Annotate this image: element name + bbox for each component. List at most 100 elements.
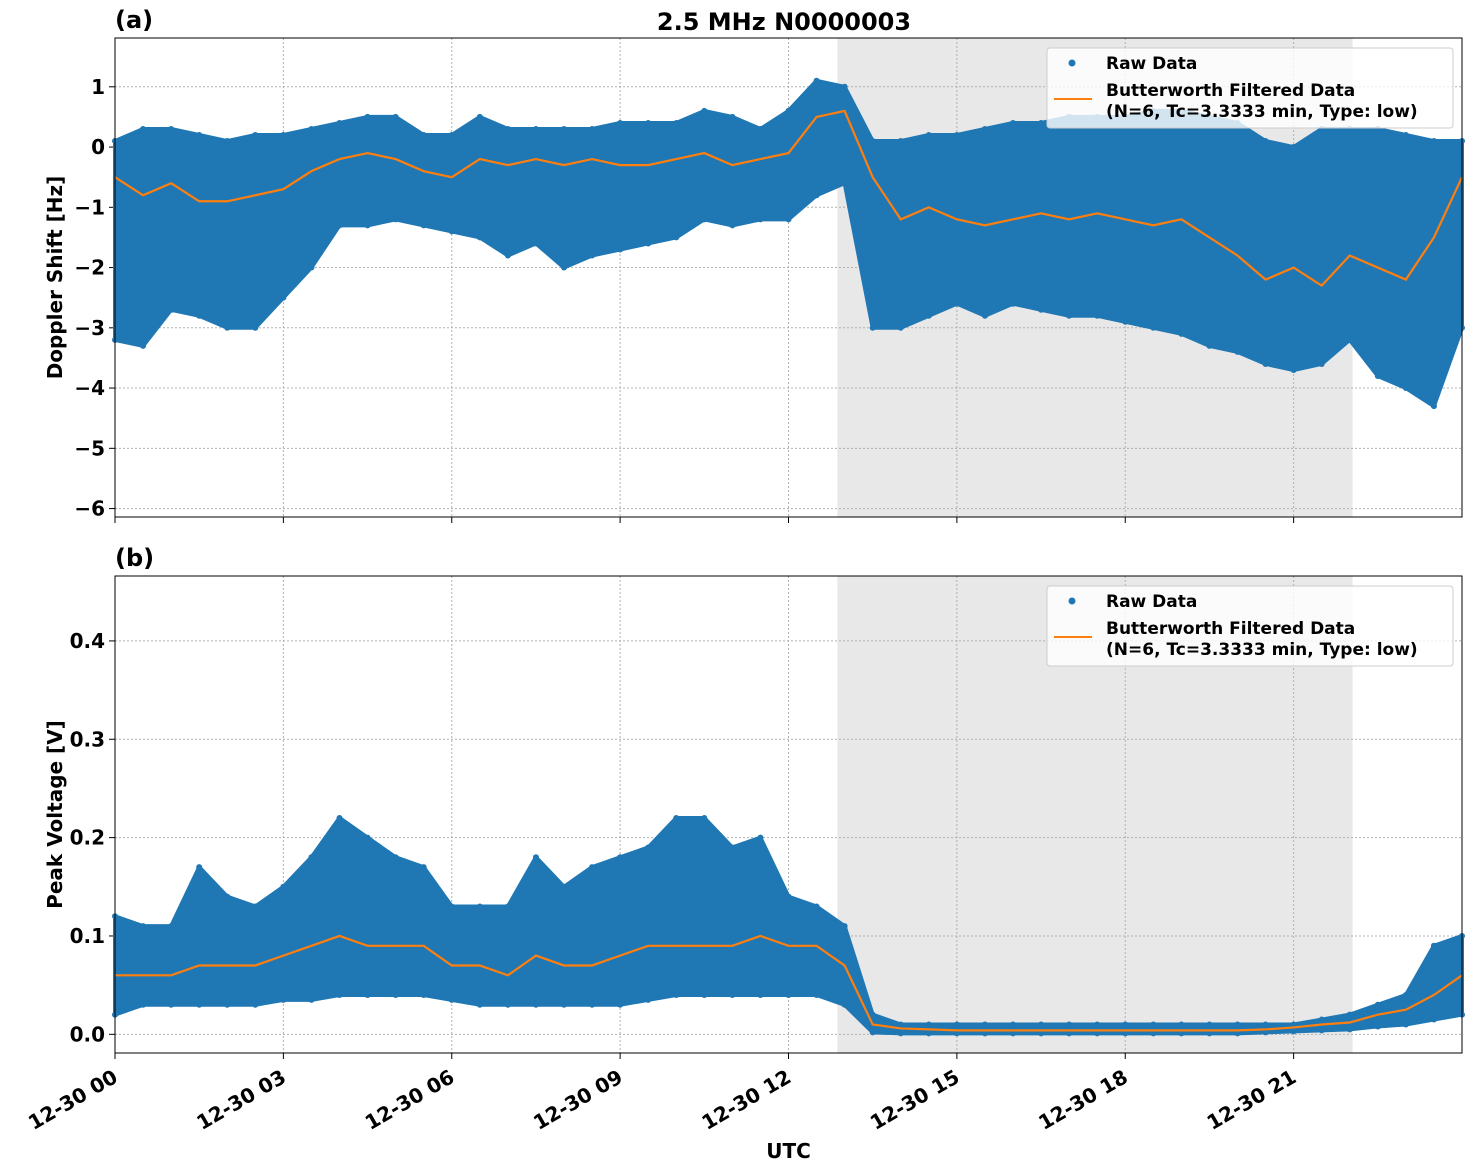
x-tick-label: 12-30 09 [529, 1065, 627, 1135]
raw-data-point [1094, 1021, 1101, 1028]
raw-data-point [504, 252, 511, 259]
raw-data-point [841, 180, 848, 187]
panel-label: (a) [115, 6, 153, 34]
raw-data-point [140, 1001, 147, 1008]
raw-data-point [645, 240, 652, 247]
raw-data-point [280, 996, 287, 1003]
raw-data-point [280, 132, 287, 139]
raw-data-point [1430, 1016, 1437, 1023]
raw-data-point [1010, 1030, 1016, 1037]
raw-data-point [308, 264, 315, 271]
raw-data-point [1122, 318, 1129, 325]
raw-data-point [729, 991, 736, 998]
raw-data-point [1038, 306, 1045, 313]
raw-data-point [448, 228, 455, 235]
raw-data-point [1318, 360, 1325, 367]
filtered-data-line [115, 934, 1463, 1032]
raw-data-point [1402, 991, 1409, 998]
raw-data-point [140, 342, 147, 349]
x-tick-label: 12-30 03 [192, 1065, 290, 1135]
y-tick-label: −2 [74, 256, 105, 280]
panel-b: 0.0 0.1 0.2 0.3 0.4 12-30 00 12-30 03 12-30 06 1… [24, 544, 1465, 1163]
filtered-data-line [114, 109, 1463, 288]
raw-data-point [953, 1030, 960, 1037]
raw-data-point [1010, 119, 1016, 126]
raw-data-point [729, 844, 736, 851]
raw-data-point [925, 132, 932, 139]
raw-data-point [673, 814, 680, 821]
raw-data-point [532, 1001, 539, 1008]
raw-data-point [701, 216, 708, 223]
raw-data-point [1290, 366, 1297, 373]
raw-data-point [1066, 312, 1073, 319]
raw-data-point [1430, 942, 1437, 949]
raw-data-point [196, 132, 203, 139]
legend-filtered-params: (N=6, Tc=3.3333 min, Type: low) [1106, 102, 1418, 122]
y-tick-label: 0.4 [70, 629, 105, 653]
legend-box [1046, 47, 1454, 129]
raw-data-point [673, 119, 680, 126]
raw-data-point [196, 1001, 203, 1008]
raw-data-point [561, 1001, 567, 1008]
raw-data-point [673, 234, 680, 241]
y-tick-label: −5 [74, 436, 105, 460]
raw-data-point [1290, 144, 1297, 151]
legend-raw-label: Raw Data [1106, 592, 1197, 612]
raw-data-point [841, 83, 848, 90]
raw-data-point [1206, 1030, 1213, 1037]
raw-data-point [925, 1021, 932, 1028]
raw-data-point [785, 991, 792, 998]
raw-data-point [981, 1030, 988, 1037]
raw-data-point [1178, 330, 1185, 337]
raw-data-point [1038, 1021, 1045, 1028]
raw-data-point [1430, 403, 1437, 410]
raw-data-point [589, 125, 596, 132]
raw-data-point [561, 125, 567, 132]
raw-data-point [364, 222, 371, 229]
raw-data-point [1402, 1021, 1409, 1028]
raw-data-point [1374, 1001, 1381, 1008]
raw-data-point [1262, 138, 1269, 145]
raw-data-point [1122, 1030, 1129, 1037]
raw-data-point [1262, 360, 1269, 367]
raw-data-point [224, 893, 231, 900]
y-tick-label: −4 [74, 376, 105, 400]
legend-filtered-params: (N=6, Tc=3.3333 min, Type: low) [1106, 640, 1418, 660]
legend-filtered-label: Butterworth Filtered Data [1106, 81, 1355, 101]
raw-data-point [729, 222, 736, 229]
raw-data-point [476, 903, 483, 910]
x-tick-label: 12-30 00 [24, 1065, 122, 1135]
raw-data-point [589, 864, 596, 871]
raw-data-point [364, 834, 371, 841]
legend-raw-marker [1068, 59, 1076, 67]
raw-data-point [1374, 1023, 1381, 1030]
raw-data-point [1262, 1029, 1269, 1036]
legend: Raw Data Butterworth Filtered Data(N=6, T… [1046, 585, 1454, 667]
raw-data-point [476, 113, 483, 120]
y-tick-label: 0.1 [70, 924, 105, 948]
raw-data-point [1402, 385, 1409, 392]
y-tick-label: 0 [91, 135, 105, 159]
raw-data-point [420, 222, 427, 229]
raw-data-point [252, 132, 259, 139]
raw-data-point [897, 138, 904, 145]
raw-data-point [757, 834, 764, 841]
y-tick-label: 0.2 [70, 826, 105, 850]
raw-data-point [1206, 342, 1213, 349]
raw-data-point [1066, 1030, 1073, 1037]
raw-data-point [1346, 1011, 1353, 1018]
raw-data-point [1346, 336, 1353, 343]
raw-data-point [617, 246, 624, 253]
raw-data-point [392, 991, 399, 998]
raw-data-point [1290, 1021, 1297, 1028]
raw-data-point [476, 234, 483, 241]
raw-data-point [252, 1001, 259, 1008]
raw-data-point [420, 864, 427, 871]
y-tick-label: −6 [74, 497, 105, 521]
legend-box [1046, 585, 1454, 667]
legend-raw-label: Raw Data [1106, 54, 1197, 74]
x-tick-label: 12-30 06 [361, 1065, 459, 1135]
legend-raw-marker [1068, 597, 1076, 605]
raw-data-point [392, 854, 399, 861]
x-axis-label: UTC [766, 1139, 811, 1163]
